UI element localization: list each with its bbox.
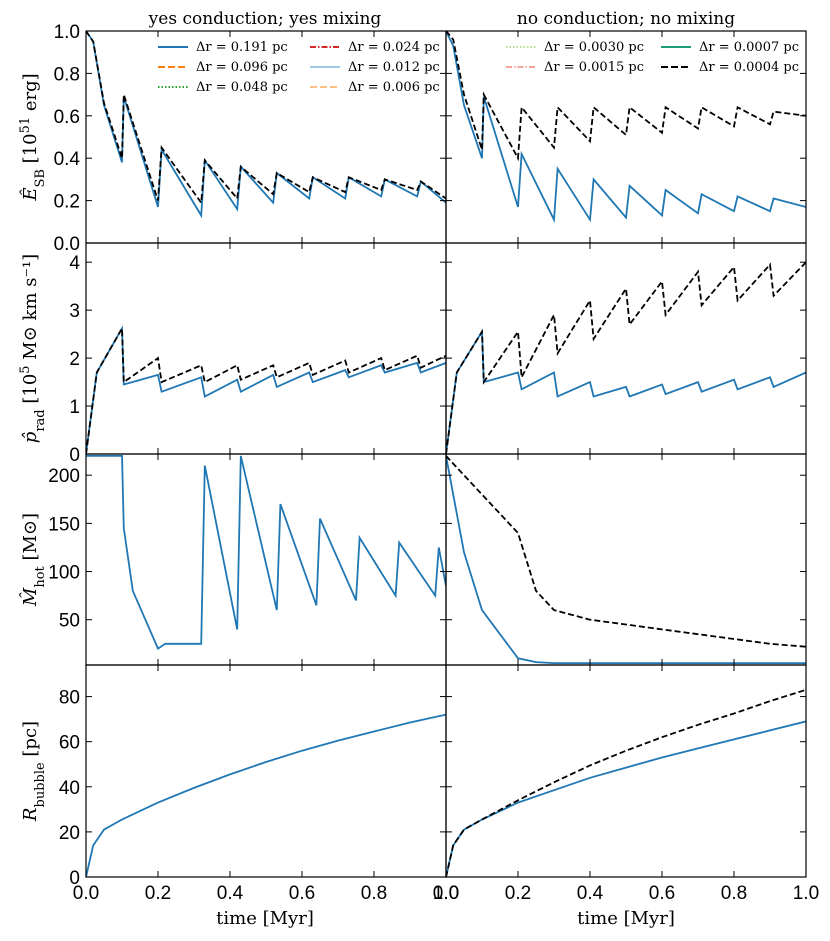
y-axis-label-row-3: Rbubble [pc] <box>20 721 48 822</box>
panel-frame <box>85 242 447 455</box>
y-tick-label: 50 <box>59 611 80 632</box>
legend-entry: Δr = 0.024 pc <box>310 40 440 55</box>
y-tick-label: 0 <box>69 445 80 466</box>
y-axis-label-row-0: ÊSB [1051 erg] <box>18 73 48 201</box>
column-titles: yes conduction; yes mixing no conduction… <box>148 9 736 29</box>
panels: 0.0 0.2 0.4 0.6 0.8 1.0 ÊSB [1051 erg] 0 1 2 3 4 p̂r… <box>18 22 820 904</box>
series-lines <box>446 31 806 224</box>
y-tick-label: 100 <box>48 563 80 584</box>
series-line-0 <box>86 454 446 650</box>
legend-label: Δr = 0.0030 pc <box>544 40 644 55</box>
y-tick-label: 0.6 <box>54 107 80 128</box>
panel-r1-c1 <box>445 242 807 455</box>
legends: Δr = 0.191 pc Δr = 0.024 pc Δr = 0.096 pc Δ… <box>158 40 799 95</box>
panel-r2-c1 <box>445 453 807 666</box>
panel-frame <box>445 242 807 455</box>
x-tick-label: 0.6 <box>289 883 315 904</box>
x-tick-label: 0.8 <box>721 883 747 904</box>
x-axis-labels: time [Myr] time [Myr] <box>216 908 675 929</box>
x-tick-label: 0.8 <box>361 883 387 904</box>
series-line-1 <box>446 31 806 162</box>
series-lines <box>446 688 806 877</box>
x-axis-label-left: time [Myr] <box>216 908 314 929</box>
panel-r0-c1 <box>445 30 807 244</box>
series-line-1 <box>446 688 806 877</box>
panel-r3-c1: 0.0 0.2 0.4 0.6 0.8 1.0 <box>433 664 819 904</box>
legend-label: Δr = 0.0015 pc <box>544 60 644 75</box>
x-tick-label: 0.0 <box>73 883 99 904</box>
x-tick-label: 0.2 <box>145 883 171 904</box>
series-line-1 <box>446 455 806 648</box>
y-axis-label-row-2: M̂hot [M⊙] <box>19 513 48 607</box>
y-tick-label: 3 <box>69 301 80 322</box>
panel-frame <box>85 453 447 666</box>
series-line-0 <box>86 31 446 219</box>
y-tick-label: 4 <box>69 253 80 274</box>
y-tick-label: 2 <box>69 349 80 370</box>
series-line-1 <box>86 325 446 454</box>
series-lines <box>86 713 446 877</box>
x-tick-label: 0.6 <box>649 883 675 904</box>
y-tick-label: 0.4 <box>54 149 81 170</box>
legend-entry: Δr = 0.096 pc <box>158 60 288 75</box>
y-tick-label: 80 <box>59 688 80 709</box>
y-tick-label: 200 <box>48 466 80 487</box>
legend-label: Δr = 0.0007 pc <box>699 40 799 55</box>
series-line-0 <box>86 713 446 877</box>
series-line-1 <box>86 31 446 206</box>
legend-entry: Δr = 0.006 pc <box>310 80 440 95</box>
y-axis-label-row-1: p̂rad [105 M⊙ km s⁻¹] <box>18 254 48 443</box>
series-lines <box>446 261 806 454</box>
legend-label: Δr = 0.024 pc <box>348 40 440 55</box>
legend-entry: Δr = 0.048 pc <box>158 80 288 95</box>
panel-r1-c0: 0 1 2 3 4 <box>69 242 447 466</box>
y-tick-label: 150 <box>48 514 80 535</box>
series-line-0 <box>86 325 446 454</box>
legend-entry: Δr = 0.0007 pc <box>661 40 799 55</box>
series-lines <box>446 455 806 664</box>
legend-entry: Δr = 0.012 pc <box>310 60 440 75</box>
legend-label: Δr = 0.006 pc <box>348 80 440 95</box>
series-line-0 <box>446 455 806 664</box>
panel-frame <box>85 664 447 878</box>
column-title-right: no conduction; no mixing <box>517 9 735 29</box>
x-tick-label: 0.2 <box>505 883 531 904</box>
series-line-0 <box>446 720 806 877</box>
series-lines <box>86 31 446 219</box>
y-tick-label: 0.0 <box>54 234 80 255</box>
panel-frame <box>445 664 807 878</box>
x-tick-label: 1.0 <box>793 883 819 904</box>
y-tick-label: 0 <box>69 868 80 889</box>
y-tick-label: 40 <box>59 778 80 799</box>
legend-entry: Δr = 0.0015 pc <box>506 60 644 75</box>
y-tick-label: 0.8 <box>54 64 80 85</box>
series-lines <box>86 325 446 454</box>
legend-label: Δr = 0.096 pc <box>196 60 288 75</box>
legend-label: Δr = 0.0004 pc <box>699 60 799 75</box>
x-axis-label-right: time [Myr] <box>577 908 675 929</box>
y-tick-label: 1.0 <box>54 22 80 43</box>
y-tick-label: 20 <box>59 823 80 844</box>
series-line-1 <box>446 261 806 454</box>
y-tick-label: 60 <box>59 733 80 754</box>
legend-label: Δr = 0.012 pc <box>348 60 440 75</box>
y-tick-label: 1 <box>69 397 80 418</box>
x-tick-label: 0.4 <box>577 883 604 904</box>
x-tick-label: 1.0 <box>433 883 459 904</box>
column-title-left: yes conduction; yes mixing <box>148 9 382 29</box>
legend-entry: Δr = 0.0004 pc <box>661 60 799 75</box>
legend-entry: Δr = 0.191 pc <box>158 40 288 55</box>
panel-r3-c0: 0 20 40 60 80 0.0 0.2 0.4 0.6 0.8 1.0 <box>59 664 459 904</box>
series-line-0 <box>446 328 806 454</box>
y-tick-label: 0.2 <box>54 192 80 213</box>
series-lines <box>86 454 446 650</box>
legend-entry: Δr = 0.0030 pc <box>506 40 644 55</box>
panel-r2-c0: 50 100 150 200 <box>48 453 447 666</box>
panel-r0-c0: 0.0 0.2 0.4 0.6 0.8 1.0 <box>54 22 447 255</box>
legend-label: Δr = 0.191 pc <box>196 40 288 55</box>
legend-label: Δr = 0.048 pc <box>196 80 288 95</box>
x-tick-label: 0.4 <box>217 883 244 904</box>
x-tick-label: 0.0 <box>433 883 459 904</box>
